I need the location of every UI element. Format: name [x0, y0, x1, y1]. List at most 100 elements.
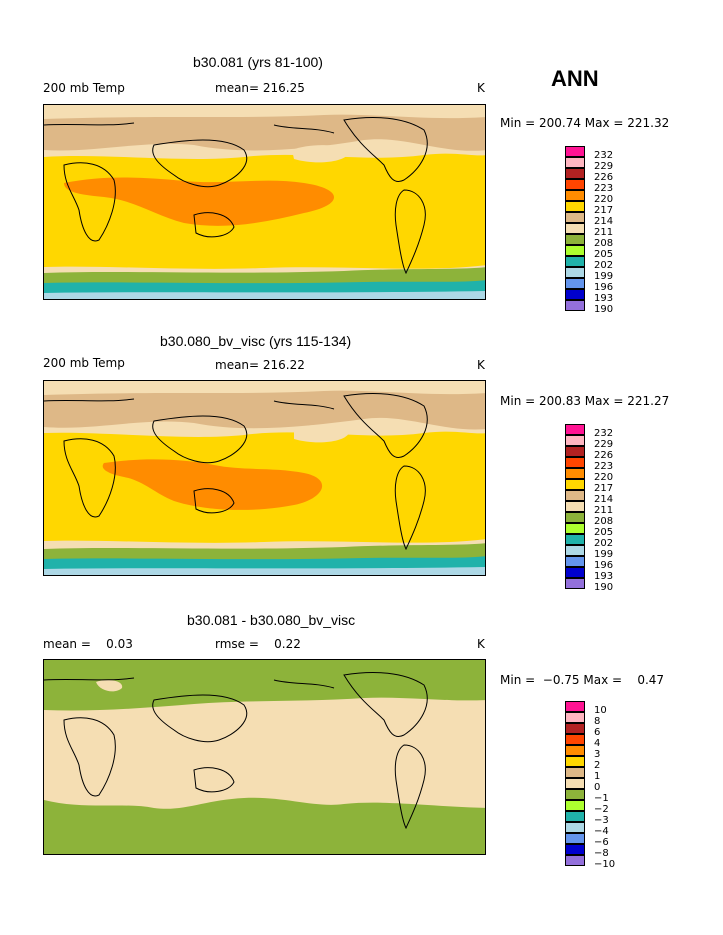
panel2-colorbar-label: 199 — [594, 549, 614, 560]
panel2-colorbar-swatch — [565, 512, 585, 523]
panel1-colorbar-swatch — [565, 201, 585, 212]
panel3-map — [43, 659, 486, 855]
panel3-colorbar-label: 0 — [594, 782, 601, 793]
panel2-colorbar-swatch — [565, 446, 585, 457]
panel3-colorbar-label: −1 — [594, 793, 609, 804]
panel2-title: b30.080_bv_visc (yrs 115-134) — [160, 333, 352, 349]
panel1-colorbar-label: 223 — [594, 183, 614, 194]
panel2-mean-label: mean= 216.22 — [215, 358, 305, 372]
panel1-colorbar-label: 211 — [594, 227, 614, 238]
panel1-colorbar-swatch — [565, 289, 585, 300]
panel3-colorbar-label: −6 — [594, 837, 609, 848]
panel3-colorbar-label: 3 — [594, 749, 601, 760]
panel2-colorbar-label: 190 — [594, 582, 614, 593]
panel2-colorbar-label: 229 — [594, 439, 614, 450]
panel3-title: b30.081 - b30.080_bv_visc — [187, 612, 356, 628]
panel3-colorbar-swatch — [565, 800, 585, 811]
panel3-colorbar-label: 4 — [594, 738, 601, 749]
panel3-colorbar-swatch — [565, 789, 585, 800]
panel2-colorbar-label: 223 — [594, 461, 614, 472]
panel1-colorbar-swatch — [565, 168, 585, 179]
panel3-minmax-label: Min = −0.75 Max = 0.47 — [500, 673, 665, 687]
panel1-colorbar-label: 226 — [594, 172, 614, 183]
panel2-colorbar-swatch — [565, 545, 585, 556]
panel2-minmax-label: Min = 200.83 Max = 221.27 — [500, 394, 670, 408]
panel2-colorbar-swatch — [565, 490, 585, 501]
panel3-colorbar-label: 2 — [594, 760, 601, 771]
panel3-colorbar-swatch — [565, 734, 585, 745]
panel2-colorbar-label: 196 — [594, 560, 614, 571]
panel2-colorbar-swatch — [565, 468, 585, 479]
panel2-units-label: K — [477, 358, 485, 372]
panel2-colorbar-label: 220 — [594, 472, 614, 483]
panel1-colorbar-label: 229 — [594, 161, 614, 172]
panel3-colorbar-label: 8 — [594, 716, 601, 727]
panel1-colorbar-swatch — [565, 157, 585, 168]
panel2-colorbar-swatch — [565, 567, 585, 578]
panel2-colorbar-swatch — [565, 578, 585, 589]
panel1-minmax-label: Min = 200.74 Max = 221.32 — [500, 116, 670, 130]
panel3-colorbar-swatch — [565, 767, 585, 778]
panel1-mean-label: mean= 216.25 — [215, 81, 305, 95]
panel3-colorbar-swatch — [565, 723, 585, 734]
panel3-colorbar-label: −8 — [594, 848, 609, 859]
panel2-colorbar-label: 211 — [594, 505, 614, 516]
panel3-colorbar — [565, 701, 585, 876]
panel1-colorbar-swatch — [565, 300, 585, 311]
panel1-colorbar-label: 217 — [594, 205, 614, 216]
panel2-colorbar — [565, 424, 585, 599]
panel2-colorbar-swatch — [565, 457, 585, 468]
panel2-map — [43, 380, 486, 576]
panel3-colorbar-label: −4 — [594, 826, 609, 837]
panel3-colorbar-swatch — [565, 844, 585, 855]
panel2-colorbar-label: 232 — [594, 428, 614, 439]
panel1-colorbar-label: 202 — [594, 260, 614, 271]
panel3-colorbar-swatch — [565, 778, 585, 789]
panel2-colorbar-label: 217 — [594, 483, 614, 494]
panel1-colorbar-label: 214 — [594, 216, 614, 227]
panel1-colorbar-label: 208 — [594, 238, 614, 249]
panel1-colorbar — [565, 146, 585, 321]
panel1-colorbar-label: 196 — [594, 282, 614, 293]
panel2-variable-label: 200 mb Temp — [43, 356, 125, 370]
panel1-colorbar-label: 199 — [594, 271, 614, 282]
panel1-colorbar-label: 190 — [594, 304, 614, 315]
panel3-mean-label: mean = 0.03 — [43, 637, 133, 651]
panel3-rmse-label: rmse = 0.22 — [215, 637, 301, 651]
panel3-units-label: K — [477, 637, 485, 651]
panel1-colorbar-swatch — [565, 179, 585, 190]
panel1-colorbar-swatch — [565, 146, 585, 157]
panel3-colorbar-label: 1 — [594, 771, 601, 782]
panel3-colorbar-swatch — [565, 811, 585, 822]
panel2-colorbar-swatch — [565, 534, 585, 545]
panel2-colorbar-swatch — [565, 479, 585, 490]
panel1-colorbar-swatch — [565, 212, 585, 223]
panel2-colorbar-label: 226 — [594, 450, 614, 461]
panel1-colorbar-label: 220 — [594, 194, 614, 205]
panel1-colorbar-swatch — [565, 267, 585, 278]
panel1-colorbar-swatch — [565, 234, 585, 245]
panel1-colorbar-label: 232 — [594, 150, 614, 161]
season-label: ANN — [551, 66, 599, 91]
panel3-colorbar-swatch — [565, 756, 585, 767]
panel1-variable-label: 200 mb Temp — [43, 81, 125, 95]
panel2-colorbar-label: 214 — [594, 494, 614, 505]
panel2-colorbar-label: 205 — [594, 527, 614, 538]
panel1-title: b30.081 (yrs 81-100) — [193, 54, 323, 70]
panel1-colorbar-swatch — [565, 245, 585, 256]
panel1-colorbar-swatch — [565, 278, 585, 289]
panel3-colorbar-swatch — [565, 833, 585, 844]
panel3-colorbar-swatch — [565, 855, 585, 866]
panel3-colorbar-swatch — [565, 701, 585, 712]
panel3-colorbar-label: −2 — [594, 804, 609, 815]
panel3-colorbar-label: 10 — [594, 705, 607, 716]
panel3-colorbar-swatch — [565, 745, 585, 756]
panel3-colorbar-label: 6 — [594, 727, 601, 738]
panel3-colorbar-label: −3 — [594, 815, 609, 826]
panel1-colorbar-label: 205 — [594, 249, 614, 260]
panel1-colorbar-swatch — [565, 190, 585, 201]
panel1-colorbar-swatch — [565, 223, 585, 234]
panel1-colorbar-label: 193 — [594, 293, 614, 304]
panel3-colorbar-swatch — [565, 822, 585, 833]
panel1-units-label: K — [477, 81, 485, 95]
